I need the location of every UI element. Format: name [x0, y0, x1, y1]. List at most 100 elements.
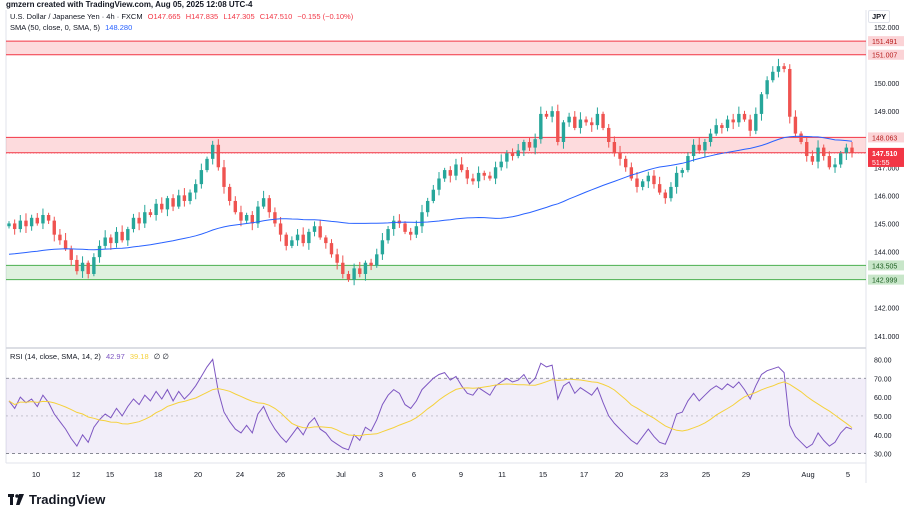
rsi-tick-label: 60.00	[874, 395, 892, 402]
tradingview-logo[interactable]: TradingView	[8, 492, 105, 507]
candle-body	[165, 198, 170, 210]
time-tick-label: 20	[615, 470, 623, 479]
rsi-ma-value: 39.18	[129, 352, 149, 361]
candle-body	[476, 172, 481, 182]
time-tick-label: 6	[412, 470, 416, 479]
candle-body	[595, 113, 600, 126]
rsi-legend[interactable]: RSI (14, close, SMA, 14, 2) 42.97 39.18 …	[10, 352, 172, 361]
candle-body	[657, 184, 662, 193]
candle-body	[561, 122, 566, 142]
main-legend[interactable]: U.S. Dollar / Japanese Yen · 4h · FXCM O…	[10, 12, 356, 21]
candle-body	[759, 94, 764, 114]
open-value: O147.665	[147, 12, 181, 21]
brand-label: TradingView	[29, 492, 106, 507]
candle-body	[607, 127, 611, 142]
candle-body	[827, 156, 832, 168]
candle-body	[765, 80, 769, 95]
time-tick-label: 3	[379, 470, 383, 479]
candle-body	[522, 141, 526, 151]
candle-body	[409, 231, 413, 235]
candle-body	[386, 229, 390, 241]
time-tick-label: 10	[32, 470, 40, 479]
candle-body	[680, 170, 684, 173]
candle-body	[482, 172, 486, 176]
price-tick-label: 145.000	[874, 221, 899, 228]
candle-body	[499, 161, 503, 168]
time-tick-label: 15	[106, 470, 114, 479]
candle-body	[244, 215, 249, 221]
price-tick-label: 141.000	[874, 334, 899, 341]
candle-body	[533, 139, 537, 148]
candle-body	[437, 178, 441, 190]
candle-body	[41, 215, 45, 224]
price-tick-label: 150.000	[874, 81, 899, 88]
time-tick-label: Jul	[336, 470, 346, 479]
candle-body	[448, 170, 452, 176]
candle-body	[358, 268, 362, 274]
candle-body	[131, 217, 136, 230]
candle-body	[516, 150, 520, 157]
price-tick-label: 149.000	[874, 109, 899, 116]
rsi-line	[8, 358, 853, 451]
candle-body	[618, 153, 622, 159]
candle-body	[527, 141, 532, 148]
price-tick-label: 144.000	[874, 250, 899, 257]
candle-body	[590, 122, 594, 126]
rsi-ma-line	[8, 378, 853, 437]
candle-body	[505, 153, 509, 162]
candle-body	[375, 254, 379, 266]
candle-body	[194, 184, 198, 193]
candle-body	[539, 113, 543, 140]
candle-body	[471, 178, 475, 182]
zone-price-label-bg	[868, 36, 904, 47]
candle-body	[341, 262, 345, 274]
candle-body	[674, 172, 679, 187]
candle-body	[261, 198, 266, 207]
time-tick-label: 5	[846, 470, 850, 479]
candle-body	[776, 66, 781, 72]
candle-body	[584, 119, 588, 123]
candle-body	[754, 113, 758, 131]
candle-body	[431, 189, 436, 201]
candle-body	[737, 113, 741, 123]
candle-body	[646, 175, 651, 182]
candle-body	[335, 254, 339, 263]
candle-body	[544, 113, 549, 117]
time-tick-label: 17	[580, 470, 588, 479]
candle-body	[697, 144, 701, 151]
candle-body	[273, 212, 277, 224]
candle-body	[352, 268, 356, 280]
candle-body	[250, 215, 254, 224]
candle-body	[120, 231, 124, 241]
candle-body	[301, 234, 305, 244]
candle-body	[810, 156, 815, 162]
candle-body	[623, 158, 628, 168]
zone-price-label: 142.999	[872, 278, 897, 285]
time-tick-label: 20	[194, 470, 202, 479]
last-price-label-bg	[868, 147, 904, 167]
zone-support	[6, 265, 866, 280]
time-tick-label: 24	[236, 470, 244, 479]
candle-body	[222, 167, 226, 187]
sma-legend[interactable]: SMA (50, close, 0, SMA, 5) 148.280	[10, 23, 135, 32]
rsi-extra: ∅ ∅	[153, 352, 169, 361]
candle-body	[137, 217, 141, 224]
candle-body	[771, 71, 775, 81]
time-tick-label: 12	[72, 470, 80, 479]
zone-price-label-bg	[868, 260, 904, 271]
candle-body	[833, 164, 837, 168]
candle-body	[640, 181, 645, 187]
candle-body	[24, 220, 28, 227]
candle-body	[35, 217, 39, 224]
candle-body	[46, 215, 51, 221]
currency-label[interactable]: JPY	[868, 10, 891, 23]
candle-body	[86, 262, 90, 274]
candle-body	[420, 212, 424, 227]
time-tick-label: 26	[277, 470, 285, 479]
candle-body	[708, 133, 713, 142]
candle-body	[52, 220, 56, 235]
candle-body	[7, 223, 11, 227]
candle-body	[199, 170, 204, 185]
created-header: gmzern created with TradingView.com, Aug…	[6, 0, 253, 9]
